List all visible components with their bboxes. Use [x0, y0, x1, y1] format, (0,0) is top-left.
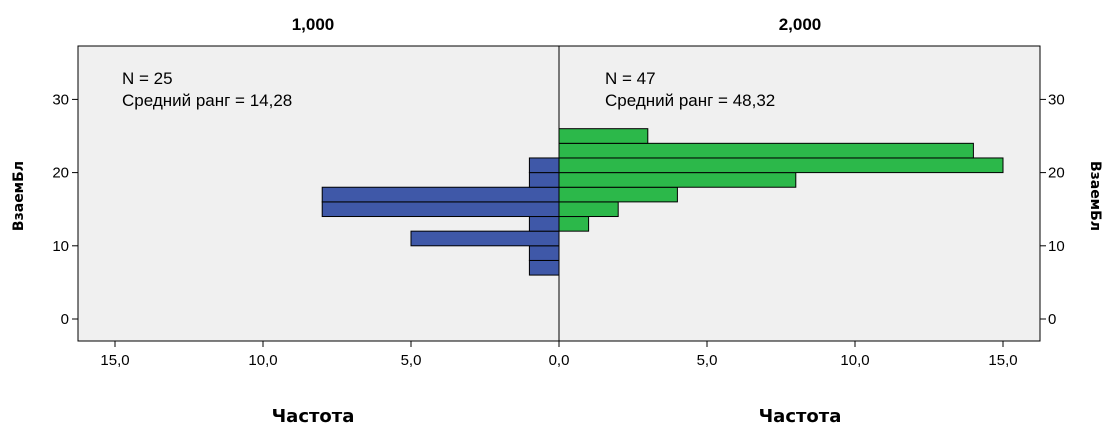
- x-tick-label-0: 15,0: [100, 352, 129, 369]
- y-tick-label-left-2: 20: [52, 165, 69, 182]
- bar-left-3: [528, 216, 560, 232]
- bar-right-1: [558, 201, 619, 218]
- y-axis-left: 0 10 20 30: [52, 91, 78, 328]
- x-tick-label-5: 10,0: [840, 352, 869, 369]
- bar-right-4: [558, 157, 1004, 174]
- stat-mean-rank-left: Средний ранг = 14,28: [122, 91, 292, 110]
- y-axis-label-right: ВзаемБл: [1087, 161, 1103, 231]
- y-tick-label-right-1: 10: [1048, 238, 1065, 255]
- x-tick-label-4: 5,0: [697, 352, 718, 369]
- y-tick-label-right-3: 30: [1048, 91, 1065, 108]
- panel-title-right: 2,000: [779, 15, 822, 34]
- bar-left-6: [528, 172, 560, 188]
- stat-n-left: N = 25: [122, 69, 173, 88]
- x-axis-label-left: Частота: [272, 406, 355, 427]
- bar-left-4: [321, 201, 560, 218]
- y-axis-right: 0 10 20 30: [1040, 91, 1065, 328]
- x-tick-label-3: 0,0: [549, 352, 570, 369]
- bars-group-left: [321, 157, 560, 276]
- y-axis-label-left: ВзаемБл: [11, 161, 27, 231]
- x-tick-label-6: 15,0: [988, 352, 1017, 369]
- bar-left-7: [528, 157, 560, 174]
- stat-n-right: N = 47: [605, 69, 656, 88]
- x-axis-label-right: Частота: [759, 406, 842, 427]
- bar-right-0: [558, 216, 590, 232]
- stat-mean-rank-right: Средний ранг = 48,32: [605, 91, 775, 110]
- y-tick-label-left-3: 30: [52, 91, 69, 108]
- y-tick-label-left-0: 0: [61, 311, 69, 328]
- bar-left-1: [528, 245, 560, 261]
- bar-right-3: [558, 172, 797, 188]
- bar-left-0: [528, 259, 560, 276]
- bar-left-2: [410, 230, 560, 247]
- x-tick-label-1: 10,0: [248, 352, 277, 369]
- bars-group-right: [558, 128, 1004, 232]
- panel-title-left: 1,000: [292, 15, 335, 34]
- bar-right-2: [558, 186, 678, 203]
- x-axis: 15,0 10,0 5,0 0,0 5,0 10,0 15,0: [100, 341, 1018, 369]
- x-tick-label-2: 5,0: [401, 352, 422, 369]
- bar-right-5: [558, 142, 974, 159]
- bar-right-6: [558, 128, 649, 144]
- y-tick-label-right-0: 0: [1048, 311, 1056, 328]
- bar-left-5: [321, 186, 560, 203]
- y-tick-label-left-1: 10: [52, 238, 69, 255]
- y-tick-label-right-2: 20: [1048, 165, 1065, 182]
